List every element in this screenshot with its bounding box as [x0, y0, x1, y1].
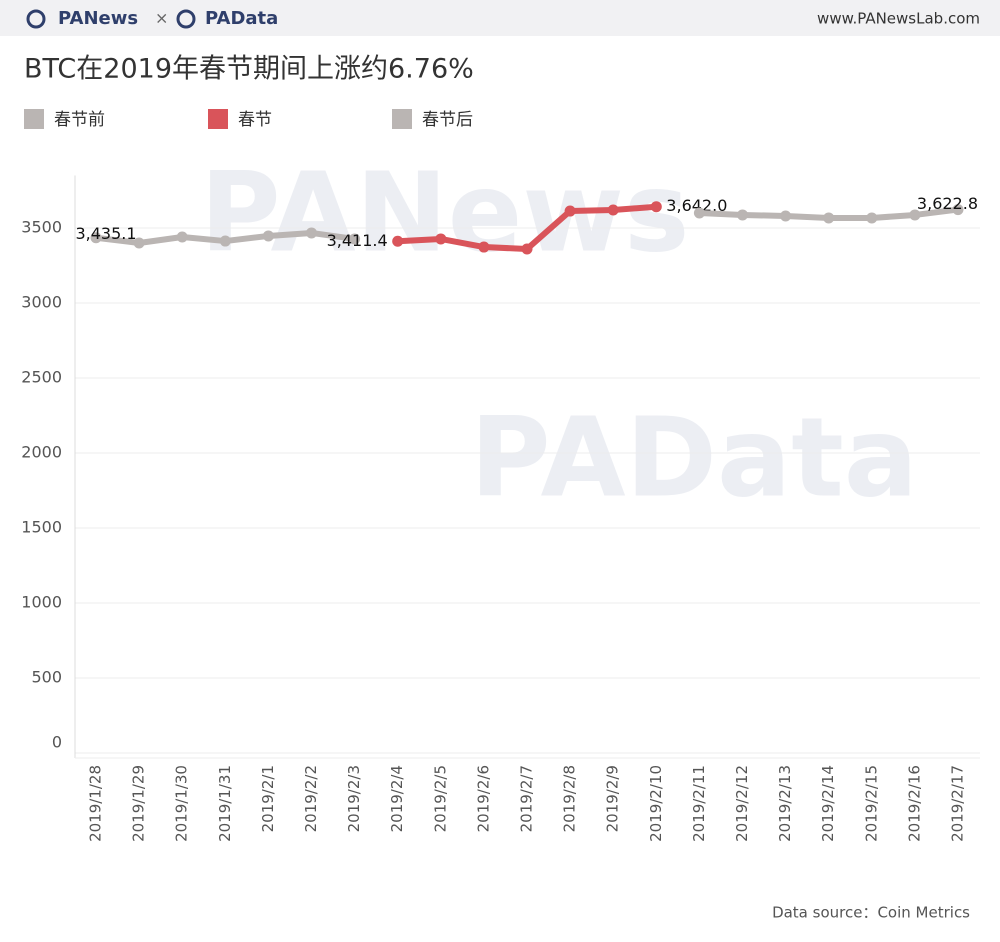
y-tick-label: 500	[31, 668, 62, 687]
y-tick-label: 3000	[21, 293, 62, 312]
legend-swatch	[208, 109, 228, 129]
x-tick-label: 2019/1/28	[87, 765, 105, 842]
x-tick-label: 2019/2/4	[388, 765, 406, 832]
point	[349, 233, 361, 245]
x-tick-label: 2019/2/7	[518, 765, 536, 832]
legend-label: 春节	[238, 110, 272, 130]
website: www.PANewsLab.com	[817, 10, 980, 28]
x-tick-label: 2019/2/11	[690, 765, 708, 842]
point	[176, 231, 188, 243]
x-tick-label: 2019/2/8	[561, 765, 579, 832]
legend-swatch	[392, 109, 412, 129]
data-label: 3,642.0	[666, 196, 727, 215]
x-tick-label: 2019/2/1	[259, 765, 277, 832]
chart-title: BTC在2019年春节期间上涨约6.76%	[24, 54, 474, 85]
logo	[26, 9, 46, 29]
point	[650, 201, 662, 213]
point	[866, 212, 878, 224]
data-label: 3,435.1	[75, 224, 136, 243]
brand-right: PAData	[205, 8, 278, 29]
header-bar	[0, 0, 1000, 36]
y-tick-label: 1500	[21, 518, 62, 537]
point	[952, 204, 964, 216]
point	[262, 230, 274, 242]
point	[909, 209, 921, 221]
x-tick-label: 2019/2/17	[949, 765, 967, 842]
point	[780, 210, 792, 222]
x-tick-label: 2019/2/10	[647, 765, 665, 842]
point	[219, 235, 231, 247]
point	[564, 205, 576, 217]
point	[478, 241, 490, 253]
x-tick-label: 2019/2/6	[474, 765, 492, 832]
x-tick-label: 2019/2/9	[604, 765, 622, 832]
point	[823, 212, 835, 224]
legend-swatch	[24, 109, 44, 129]
separator: ×	[155, 9, 168, 28]
x-tick-label: 2019/2/3	[345, 765, 363, 832]
point	[435, 233, 447, 245]
data-label: 3,411.4	[327, 231, 388, 250]
x-tick-label: 2019/2/14	[819, 765, 837, 842]
y-tick-label: 1000	[21, 593, 62, 612]
x-tick-label: 2019/1/31	[216, 765, 234, 842]
point	[693, 207, 705, 219]
point	[90, 232, 102, 244]
y-tick-label: 2000	[21, 443, 62, 462]
data-label: 3,622.8	[917, 194, 978, 213]
y-tick-label: 0	[52, 733, 62, 752]
point	[737, 209, 748, 221]
point	[607, 204, 619, 216]
point	[521, 243, 533, 255]
y-tick-label: 3500	[21, 218, 62, 237]
x-tick-label: 2019/2/12	[733, 765, 751, 842]
x-tick-label: 2019/2/2	[302, 765, 320, 832]
x-tick-label: 2019/2/13	[776, 765, 794, 842]
x-tick-label: 2019/2/16	[905, 765, 923, 842]
legend-label: 春节后	[422, 110, 473, 130]
point	[133, 237, 145, 249]
point	[392, 235, 404, 247]
x-tick-label: 2019/2/15	[862, 765, 880, 842]
legend-label: 春节前	[54, 110, 105, 130]
y-tick-label: 2500	[21, 368, 62, 387]
x-tick-label: 2019/2/5	[431, 765, 449, 832]
point	[306, 227, 317, 239]
x-tick-label: 2019/1/30	[173, 765, 191, 842]
watermark: PAData	[470, 393, 918, 521]
source: Data source：Coin Metrics	[772, 904, 970, 922]
brand-left: PANews	[58, 8, 138, 29]
x-tick-label: 2019/1/29	[130, 765, 148, 842]
logo	[176, 9, 196, 29]
